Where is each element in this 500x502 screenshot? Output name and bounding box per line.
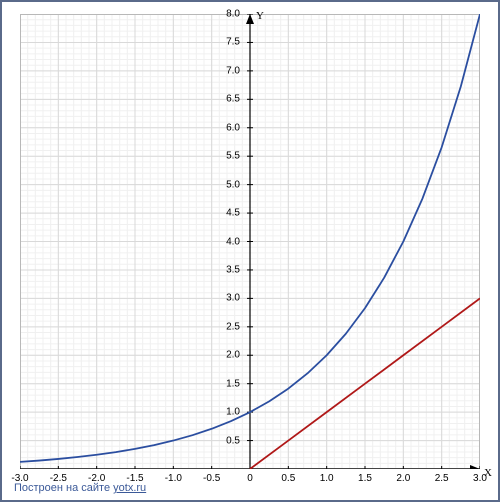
x-tick-label: -0.5 xyxy=(203,473,220,484)
y-tick-label: 5.0 xyxy=(226,179,240,190)
x-tick-label: 2.0 xyxy=(396,473,410,484)
y-tick-label: 6.5 xyxy=(226,94,240,105)
y-tick-label: 7.0 xyxy=(226,65,240,76)
x-tick-label: 0.5 xyxy=(281,473,295,484)
y-tick-label: 1.0 xyxy=(226,407,240,418)
y-tick-label: 4.5 xyxy=(226,208,240,219)
chart-svg xyxy=(20,14,480,469)
x-tick-label: -2.0 xyxy=(88,473,105,484)
x-tick-label: -1.5 xyxy=(126,473,143,484)
plot-area xyxy=(20,14,480,469)
x-tick-label: 2.5 xyxy=(435,473,449,484)
y-tick-label: 4.0 xyxy=(226,236,240,247)
x-tick-label: -2.5 xyxy=(50,473,67,484)
x-tick-label: -1.0 xyxy=(165,473,182,484)
y-tick-label: 0.5 xyxy=(226,435,240,446)
y-tick-label: 8.0 xyxy=(226,9,240,20)
y-tick-label: 5.5 xyxy=(226,151,240,162)
x-tick-label: 3.0 xyxy=(473,473,487,484)
x-tick-label: 1.5 xyxy=(358,473,372,484)
y-tick-label: 3.0 xyxy=(226,293,240,304)
chart-frame: Y X Построен на сайте yotx.ru -3.0-2.5-2… xyxy=(0,0,500,502)
y-tick-label: 1.5 xyxy=(226,378,240,389)
y-tick-label: 6.0 xyxy=(226,122,240,133)
y-tick-label: 7.5 xyxy=(226,37,240,48)
y-axis-label: Y xyxy=(256,10,264,22)
y-tick-label: 2.5 xyxy=(226,321,240,332)
y-tick-label: 2.0 xyxy=(226,350,240,361)
x-tick-label: 1.0 xyxy=(320,473,334,484)
x-tick-label: -3.0 xyxy=(11,473,28,484)
x-tick-label: 0 xyxy=(247,473,253,484)
y-tick-label: 3.5 xyxy=(226,264,240,275)
